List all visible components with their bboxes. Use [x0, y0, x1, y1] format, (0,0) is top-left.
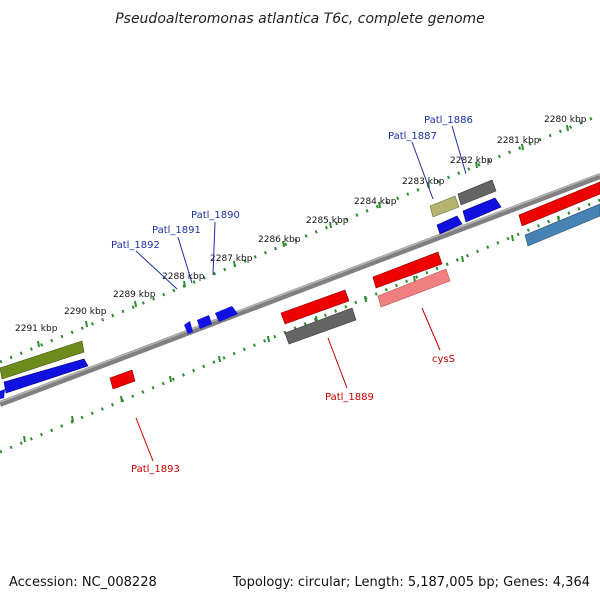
label-patl-1887: Patl_1887	[388, 131, 437, 142]
tick-label: 2291 kbp	[15, 324, 58, 334]
label-patl-1889: Patl_1889	[325, 392, 374, 403]
leader-cyss	[421, 307, 441, 351]
forward-genes	[0, 179, 600, 399]
gene-olive-left	[0, 340, 85, 380]
label-cyss: cysS	[432, 354, 455, 365]
tick-label: 2290 kbp	[64, 307, 107, 317]
gene-labels: Patl_1886 Patl_1887 Patl_1890 Patl_1891 …	[111, 115, 473, 475]
gene-blue-edge	[0, 389, 5, 399]
leader-patl-1890	[212, 221, 216, 276]
gene-khaki	[429, 195, 460, 218]
tick-label: 2288 kbp	[162, 272, 205, 282]
tick-label: 2284 kbp	[354, 197, 397, 207]
leader-patl-1892	[135, 250, 178, 290]
tick-label: 2287 kbp	[210, 254, 253, 264]
leader-patl-1886	[451, 125, 467, 175]
label-patl-1892: Patl_1892	[111, 240, 160, 251]
outer-major-ticks	[37, 124, 569, 348]
map-title: Pseudoalteromonas atlantica T6c, complet…	[115, 11, 485, 27]
gene-blue-small-1	[184, 321, 193, 334]
tick-label: 2283 kbp	[402, 177, 445, 187]
gene-blue-small-2	[197, 315, 212, 329]
leader-patl-1891	[177, 236, 193, 284]
gene-red-1889a	[280, 289, 350, 325]
gene-red-right	[518, 181, 600, 227]
gene-blue-left	[3, 358, 89, 394]
tick-label: 2282 kbp	[450, 156, 493, 166]
tick-label: 2286 kbp	[258, 235, 301, 245]
scale-labels: 2280 kbp 2281 kbp 2282 kbp 2283 kbp 2284…	[15, 115, 587, 334]
gene-steel-right	[524, 203, 600, 247]
genome-backbone-highlight	[0, 173, 600, 403]
label-patl-1886: Patl_1886	[424, 115, 473, 126]
gene-gray-1886	[457, 179, 497, 206]
gene-red-1893	[109, 369, 136, 390]
gene-gray-1889	[284, 307, 357, 345]
tick-label: 2281 kbp	[497, 136, 540, 146]
outer-tick-track	[0, 113, 600, 364]
label-patl-1891: Patl_1891	[152, 225, 201, 236]
tick-label: 2289 kbp	[113, 290, 156, 300]
leader-patl-1893	[135, 417, 154, 462]
topology-text: Topology: circular; Length: 5,187,005 bp…	[232, 575, 590, 590]
label-patl-1890: Patl_1890	[191, 210, 240, 221]
accession-text: Accession: NC_008228	[9, 575, 157, 590]
gene-blue-1886	[462, 197, 502, 223]
genome-backbone	[0, 173, 600, 407]
inner-major-ticks	[23, 215, 560, 443]
leader-lines	[135, 125, 467, 462]
tick-label: 2285 kbp	[306, 216, 349, 226]
gene-pink-cyss	[377, 268, 451, 308]
leader-patl-1889	[327, 337, 348, 389]
leader-patl-1887	[411, 141, 434, 200]
gene-red-cyss-top	[372, 251, 443, 289]
label-patl-1893: Patl_1893	[131, 464, 180, 475]
tick-label: 2280 kbp	[544, 115, 587, 125]
gene-blue-1887	[436, 215, 463, 235]
gene-blue-small-3	[215, 306, 238, 322]
